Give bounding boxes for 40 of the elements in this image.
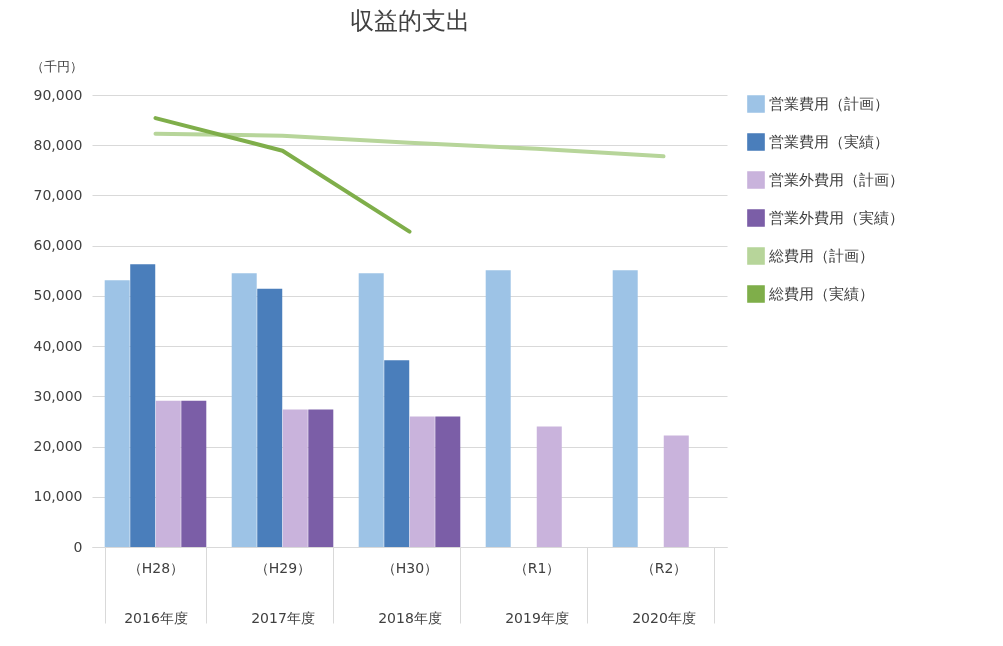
y-tick-label: 70,000 — [33, 186, 83, 203]
y-tick-label: 30,000 — [33, 387, 83, 404]
bar — [231, 273, 257, 547]
chart-title: 収益的支出 — [349, 7, 470, 35]
y-tick-label: 60,000 — [33, 237, 83, 254]
category-label: （R2） 2020年度 — [632, 559, 696, 626]
category-label: （H30） 2018年度 — [378, 559, 442, 626]
legend-label: 営業外費用（実績） — [769, 209, 904, 227]
y-tick-label: 50,000 — [33, 287, 83, 304]
bar — [612, 270, 638, 547]
bar — [104, 280, 130, 547]
bar — [181, 400, 207, 547]
bar — [282, 409, 308, 547]
bar — [663, 435, 689, 547]
y-tick-label: 40,000 — [33, 337, 83, 354]
category-label: （H29） 2017年度 — [251, 559, 315, 626]
y-tick-label: 10,000 — [33, 488, 83, 505]
bar — [536, 426, 562, 547]
bar — [485, 270, 511, 547]
bar — [358, 273, 384, 547]
legend-label: 営業費用（実績） — [769, 133, 889, 151]
line-series — [153, 131, 666, 159]
legend-label: 総費用（実績） — [768, 285, 874, 303]
bar — [384, 360, 410, 547]
legend-label: 営業費用（計画） — [769, 95, 889, 113]
bar — [257, 288, 283, 547]
legend-label: 営業外費用（計画） — [769, 171, 904, 189]
y-tick-label: 20,000 — [33, 438, 83, 455]
bar — [409, 416, 435, 547]
category-label: （H28） 2016年度 — [124, 559, 188, 626]
bar — [435, 416, 461, 547]
y-axis-title: （千円） — [30, 58, 83, 74]
bar — [155, 400, 181, 547]
y-tick-label: 0 — [73, 538, 83, 555]
y-tick-label: 90,000 — [33, 86, 83, 103]
y-tick-label: 80,000 — [33, 136, 83, 153]
legend-label: 総費用（計画） — [768, 247, 874, 265]
category-label: （R1） 2019年度 — [505, 559, 569, 626]
bar — [130, 264, 156, 547]
bar — [308, 409, 334, 547]
